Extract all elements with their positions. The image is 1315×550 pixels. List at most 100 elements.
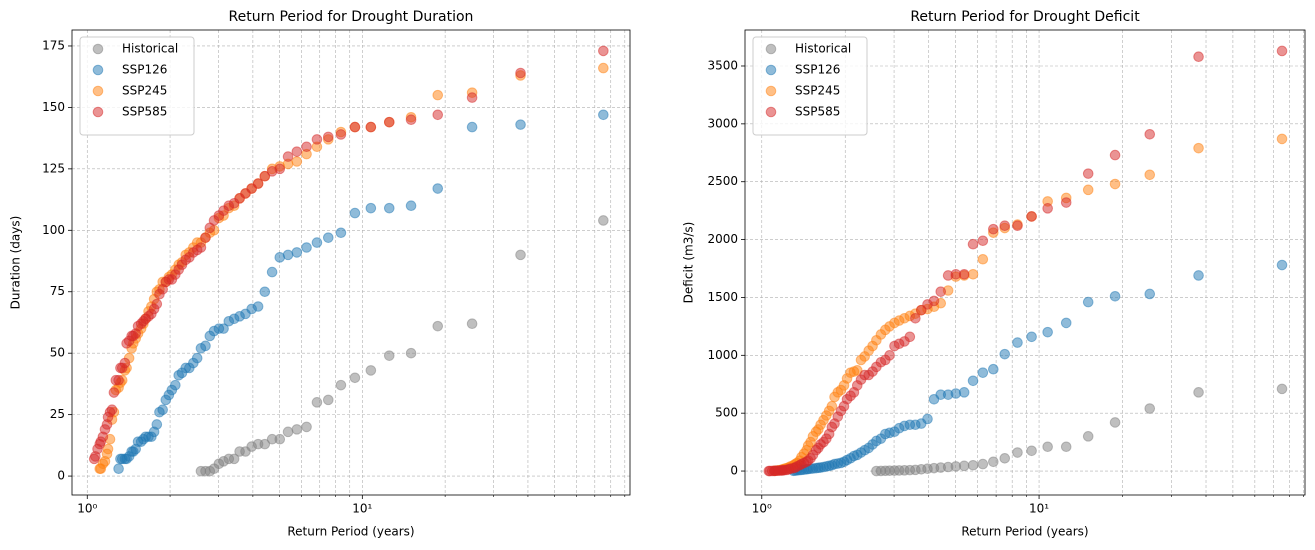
point [291, 146, 303, 157]
point [1026, 211, 1037, 222]
y-tick-label: 150 [42, 100, 65, 114]
legend-marker [92, 106, 104, 118]
y-tick-label: 2500 [707, 174, 738, 188]
legend-marker [765, 43, 777, 55]
legend-marker [92, 64, 104, 76]
point [1109, 417, 1121, 428]
point [942, 270, 954, 281]
point [1193, 387, 1204, 398]
legend-label: SSP585 [122, 105, 167, 119]
point [598, 215, 609, 226]
legend-label: SSP245 [795, 84, 840, 98]
point [335, 379, 347, 391]
point [405, 200, 417, 212]
y-tick-label: 2000 [707, 232, 738, 246]
y-tick-label: 1500 [707, 290, 738, 304]
point [515, 119, 526, 130]
point [115, 453, 126, 465]
point [763, 465, 775, 477]
point [335, 227, 347, 239]
x-tick-label: 10¹ [352, 502, 372, 516]
y-tick-label: 3000 [707, 116, 738, 130]
y-axis-label: Duration (days) [9, 216, 23, 310]
point [988, 456, 999, 468]
point [223, 315, 235, 327]
legend-label: Historical [122, 42, 178, 56]
point [829, 391, 840, 403]
x-axis-label: Return Period (years) [287, 525, 414, 539]
point [322, 131, 334, 143]
point [200, 232, 211, 243]
point [935, 286, 947, 297]
point [988, 363, 999, 375]
point [1276, 383, 1288, 395]
point [195, 465, 207, 477]
point [1109, 290, 1121, 302]
point [977, 253, 989, 265]
point [322, 394, 334, 406]
point [349, 372, 361, 384]
point [94, 463, 106, 475]
point [999, 453, 1011, 464]
legend-marker [92, 85, 104, 97]
point [432, 89, 444, 101]
point [466, 121, 478, 133]
point [266, 166, 278, 177]
point [383, 350, 395, 361]
subplot: 10⁰ 10¹ 0 500 1000 1500 2000 2500 3000 3500 Return… [682, 9, 1306, 539]
y-tick-label: 50 [50, 346, 65, 360]
point [977, 367, 989, 378]
point [1082, 296, 1094, 308]
x-tick-label: 10⁰ [752, 502, 772, 516]
axes-frame [71, 29, 631, 496]
y-axis-label: Deficit (m3/s) [682, 222, 696, 304]
point [871, 465, 882, 477]
point [383, 116, 395, 128]
y-tick-label: 125 [42, 161, 65, 175]
legend-label: SSP585 [795, 105, 840, 119]
point [432, 183, 444, 194]
legend-marker [765, 106, 777, 118]
point [383, 202, 395, 214]
point [1082, 168, 1094, 179]
point [88, 453, 100, 465]
point [1060, 317, 1072, 329]
point [115, 362, 126, 374]
point [291, 156, 303, 167]
point [173, 370, 185, 381]
point [311, 237, 323, 248]
point [967, 459, 979, 471]
point [1109, 149, 1121, 161]
point [1082, 431, 1094, 442]
legend-frame [79, 36, 195, 136]
x-axis-label: Return Period (years) [961, 525, 1088, 539]
point [1193, 51, 1204, 63]
y-tick-label: 175 [42, 38, 65, 52]
point [154, 406, 165, 418]
y-tick-label: 500 [715, 406, 738, 420]
point [113, 463, 124, 475]
point [322, 232, 334, 243]
point [405, 114, 417, 126]
legend-label: SSP245 [122, 84, 167, 98]
point [160, 394, 172, 406]
point [1144, 288, 1156, 300]
legend: Historical SSP126 SSP245 SSP585 [79, 36, 195, 136]
point [1012, 337, 1023, 348]
point [1276, 259, 1288, 271]
point [1144, 128, 1156, 140]
point [1012, 220, 1023, 231]
point [301, 242, 312, 253]
point [432, 109, 444, 121]
point [1060, 197, 1072, 208]
x-tick-label: 10¹ [1029, 502, 1049, 516]
point [405, 347, 417, 359]
point [311, 134, 323, 145]
point [204, 330, 216, 342]
point [1042, 441, 1053, 453]
y-tick-label: 100 [42, 223, 65, 237]
legend-label: SSP126 [795, 63, 840, 77]
point [1193, 142, 1204, 154]
subplot: 10⁰ 10¹ 0 25 50 75 100 125 150 175 Return Period f… [9, 9, 631, 539]
